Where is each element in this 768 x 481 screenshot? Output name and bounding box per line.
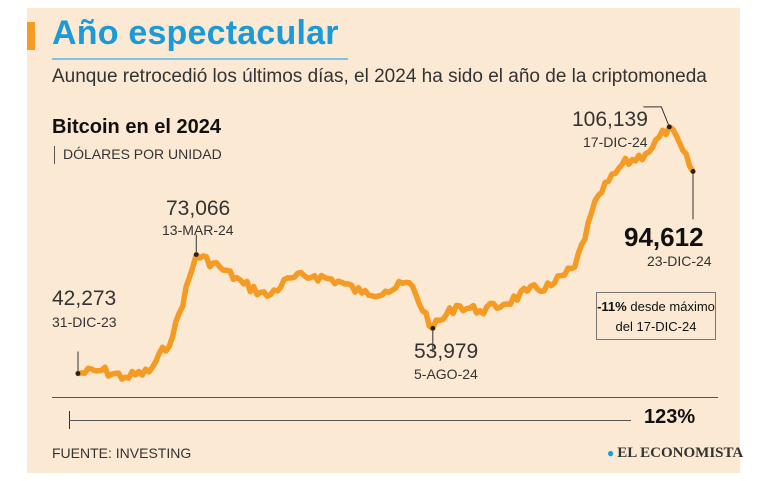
title-underline — [52, 58, 348, 60]
annotation-markers — [75, 124, 696, 376]
marker-latest — [690, 169, 696, 174]
label-march-peak-value: 73,066 — [166, 197, 231, 220]
drawdown-note: -11% desde máximo del 17-DIC-24 — [596, 292, 716, 340]
annual-change-value: 123% — [644, 406, 696, 428]
marker-december-peak-leader — [643, 106, 670, 128]
marker-august-low — [430, 325, 436, 331]
page-subtitle: Aunque retrocedió los últimos días, el 2… — [52, 66, 707, 87]
label-december-peak-value: 106,139 — [572, 108, 648, 131]
brand-name: EL ECONOMISTA — [617, 445, 744, 461]
page-title: Año espectacular — [52, 14, 339, 52]
label-latest-value: 94,612 — [624, 222, 704, 252]
marker-march-peak — [193, 252, 199, 258]
marker-december-peak — [666, 124, 672, 130]
drawdown-pct: -11% — [597, 299, 627, 314]
brand-logo: ● EL ECONOMISTA — [607, 445, 743, 462]
chart-card — [27, 8, 740, 473]
label-start-date: 31-DIC-23 — [52, 314, 117, 330]
label-december-peak-date: 17-DIC-24 — [583, 134, 648, 150]
brand-icon: ● — [607, 446, 615, 460]
unit-divider — [54, 146, 55, 164]
drawdown-line1: desde máximo — [630, 299, 715, 314]
label-august-low-value: 53,979 — [414, 340, 479, 363]
label-march-peak-date: 13-MAR-24 — [162, 222, 234, 238]
annual-change-bar — [69, 420, 631, 421]
drawdown-line2: del 17-DIC-24 — [615, 319, 697, 334]
label-august-low-date: 5-AGO-24 — [414, 366, 478, 382]
section-divider — [52, 397, 718, 398]
price-series-line — [75, 124, 696, 382]
label-start-value: 42,273 — [52, 287, 117, 310]
marker-start — [75, 371, 81, 376]
label-latest-date: 23-DIC-24 — [647, 253, 712, 269]
chart-title: Bitcoin en el 2024 — [52, 116, 221, 138]
chart-unit: DÓLARES POR UNIDAD — [63, 146, 222, 162]
source-credit: FUENTE: INVESTING — [52, 445, 192, 461]
title-accent-bar — [27, 22, 35, 50]
